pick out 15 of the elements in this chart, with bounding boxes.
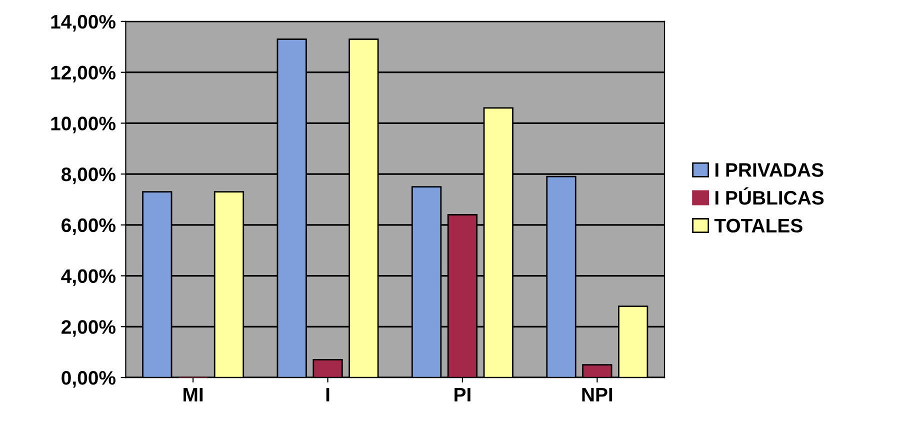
y-tick-label: 8,00% <box>61 168 116 184</box>
y-tick-label: 6,00% <box>62 218 116 235</box>
x-tick-label: MI <box>184 388 203 402</box>
y-tick-label: 0,00% <box>62 370 116 388</box>
x-tick-label: I <box>326 388 330 402</box>
y-tick-label: 10,00% <box>51 116 116 134</box>
x-tick-label: NPI <box>582 388 612 402</box>
y-tick-label: 14,00% <box>51 14 116 32</box>
y-tick-label: 2,00% <box>62 320 116 337</box>
x-tick-label: PI <box>454 388 470 402</box>
legend-label: TOTALES <box>714 218 802 233</box>
y-tick-label: 12,00% <box>51 66 116 82</box>
y-tick-label: 4,00% <box>61 269 116 286</box>
legend-label: I PÚBLICAS <box>715 187 824 205</box>
legend-label: I PRIVADAS <box>715 163 824 177</box>
